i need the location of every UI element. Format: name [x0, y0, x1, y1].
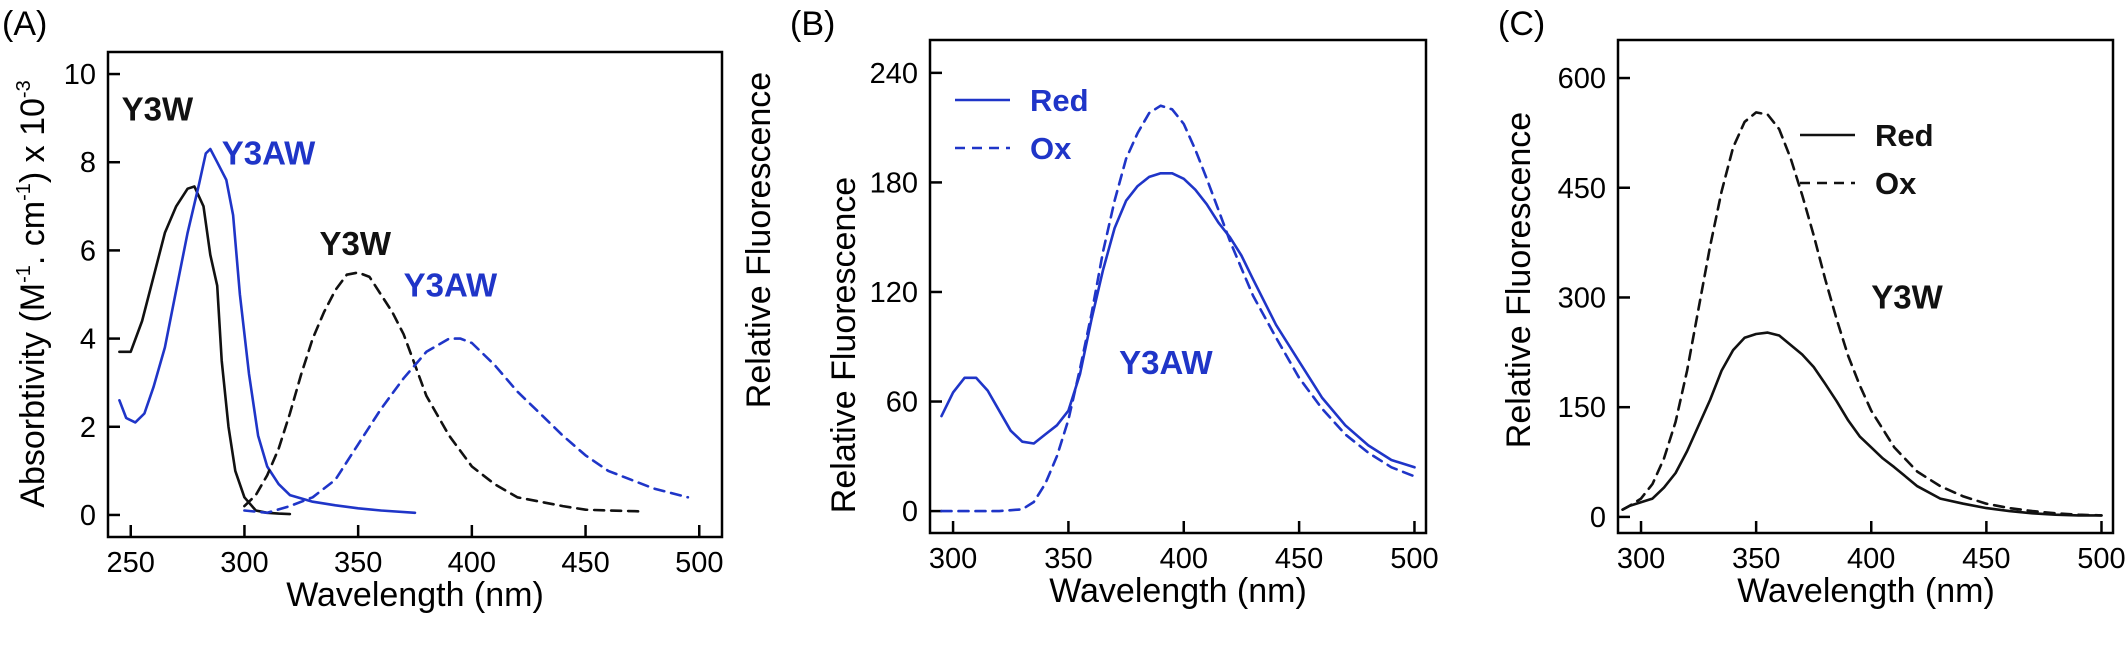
panel-b-xlabel: Wavelength (nm) [1049, 572, 1307, 610]
panel-b-series-1-line [940, 172, 1416, 469]
panel-c-label: (C) [1498, 5, 1545, 43]
panel-c-frame [1616, 38, 2115, 535]
panel-b-ytick-label: 60 [886, 387, 918, 419]
panel-a-annotation-2: Y3AW [222, 134, 316, 171]
panel-b-ylabel: Relative Fluorescence [825, 177, 863, 513]
panel-a-ytick-label: 6 [80, 235, 96, 267]
panel-a-annotations: Y3W Y3AW Y3W Y3AW [122, 90, 498, 303]
panel-b-series-2-line [940, 104, 1416, 513]
panel-a-ytick-label: 10 [64, 59, 96, 91]
panel-c-series-1-line [1621, 331, 2103, 517]
panel-b-xtick-label: 500 [1390, 543, 1438, 575]
panel-a-label: (A) [2, 5, 47, 43]
panel-a-series-3-line [243, 271, 644, 513]
panel-b-series [940, 104, 1416, 513]
panel-b-legend-label-red: Red [1030, 83, 1089, 118]
panel-c-series-2-line [1621, 111, 2103, 517]
panel-b-ytick-label: 120 [870, 277, 918, 309]
panel-a-ytick-label: 4 [80, 324, 96, 356]
panel-a-ticks: 250 300 350 400 450 500 0 2 4 6 8 10 [64, 59, 724, 579]
panel-c-xtick-label: 450 [1962, 543, 2010, 575]
panel-a-annotation-4: Y3AW [404, 267, 498, 304]
panel-c-ytick-label: 450 [1558, 173, 1606, 205]
panel-a-xtick-label: 400 [448, 547, 496, 579]
panel-a-xtick-label: 250 [107, 547, 155, 579]
panel-a: (A) Wavelength (nm) Absorbtivity (M-1. c… [2, 5, 723, 614]
panel-b-xtick-label: 400 [1160, 543, 1208, 575]
panel-b-annotations: Y3AW [1119, 344, 1213, 381]
panel-a-series-1-line [118, 185, 292, 516]
panel-b-annotation-1: Y3AW [1119, 344, 1213, 381]
panel-c-xtick-label: 500 [2077, 543, 2125, 575]
panel-c-xlabel: Wavelength (nm) [1737, 572, 1995, 610]
panel-c-ylabel: Relative Fluorescence [1500, 112, 1538, 448]
panel-a-ylabel: Absorbtivity (M-1. cm-1) x 10-3 [13, 80, 52, 507]
panel-b-ytick-label: 0 [902, 496, 918, 528]
panel-b-ticks: 300 350 400 450 500 0 60 120 180 240 [870, 58, 1439, 575]
panel-b-frame [928, 38, 1428, 535]
panel-c-ytick-label: 150 [1558, 392, 1606, 424]
panel-a-xtick-label: 500 [675, 547, 723, 579]
panel-b-xtick-label: 350 [1044, 543, 1092, 575]
panel-a-ytick-label: 2 [80, 412, 96, 444]
panel-b-ylabel-outer: Relative Fluorescence [740, 72, 778, 408]
panel-b-legend-label-ox: Ox [1030, 131, 1072, 166]
panel-b-label: (B) [790, 5, 835, 43]
panel-c-ytick-label: 600 [1558, 63, 1606, 95]
panel-c-ticks: 300 350 400 450 500 0 150 300 450 600 [1558, 63, 2126, 575]
panel-b: (B) Wavelength (nm) Relative Fluorescenc… [740, 5, 1439, 610]
panel-c-annotations: Y3W [1871, 278, 1943, 315]
panel-a-annotation-3: Y3W [319, 225, 391, 262]
panel-b-legend: Red Ox [955, 83, 1089, 166]
panel-a-ytick-label: 8 [80, 147, 96, 179]
panel-a-series-2-line [118, 147, 417, 515]
panel-a-series [118, 147, 690, 516]
panel-c: (C) Wavelength (nm) Relative Fluorescenc… [1498, 5, 2126, 610]
panel-a-xlabel: Wavelength (nm) [286, 576, 544, 614]
panel-a-xtick-label: 450 [561, 547, 609, 579]
panel-a-xtick-label: 300 [220, 547, 268, 579]
panel-c-legend-label-ox: Ox [1875, 166, 1917, 201]
panel-c-ytick-label: 300 [1558, 282, 1606, 314]
panel-b-xtick-label: 300 [929, 543, 977, 575]
panel-c-annotation-1: Y3W [1871, 278, 1943, 315]
panel-a-frame [106, 50, 724, 539]
panel-a-xtick-label: 350 [334, 547, 382, 579]
panel-c-ytick-label: 0 [1590, 502, 1606, 534]
panel-a-annotation-1: Y3W [122, 90, 194, 127]
panel-b-ytick-label: 180 [870, 167, 918, 199]
panel-b-ytick-label: 240 [870, 58, 918, 90]
panel-b-xtick-label: 450 [1275, 543, 1323, 575]
panel-a-series-4-line [243, 337, 690, 515]
panel-c-legend-label-red: Red [1875, 118, 1934, 153]
panel-c-legend: Red Ox [1800, 118, 1934, 201]
panel-c-xtick-label: 300 [1617, 543, 1665, 575]
panel-c-xtick-label: 400 [1847, 543, 1895, 575]
panel-a-ytick-label: 0 [80, 500, 96, 532]
panel-c-xtick-label: 350 [1732, 543, 1780, 575]
panel-c-series [1621, 111, 2103, 517]
